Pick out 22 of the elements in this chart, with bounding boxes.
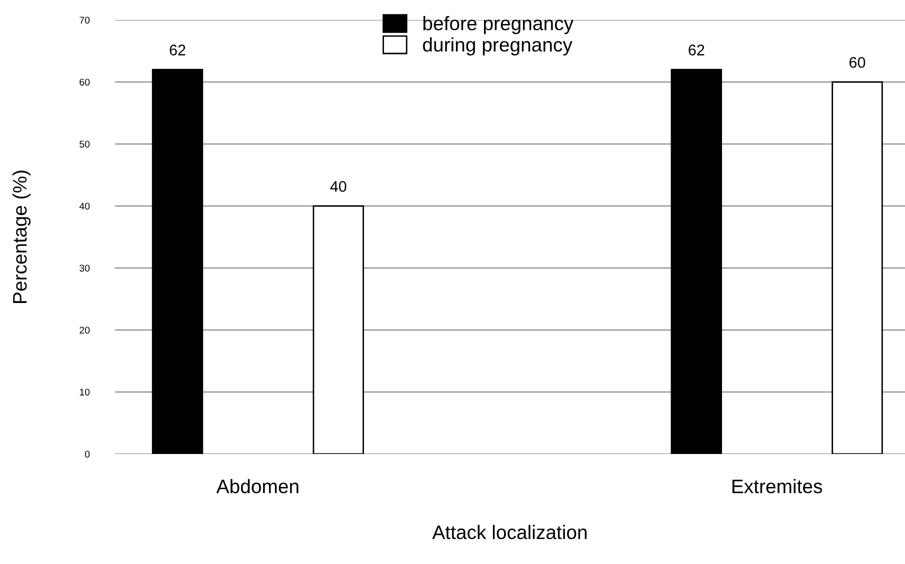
y-tick-label: 0 [84,450,90,458]
legend-label: during pregnancy [423,37,572,56]
data-label: 62 [170,44,186,56]
bar [670,68,722,454]
y-tick-label: 10 [80,388,90,396]
bar [312,205,364,454]
data-label: 40 [330,181,346,192]
data-label: 60 [850,57,866,68]
y-tick-label: 70 [80,16,90,24]
y-axis-title: Percentage (%) [12,170,31,303]
bar [152,68,204,454]
data-label: 62 [688,44,704,56]
x-tick-label: Abdomen [216,479,298,494]
bar [832,81,883,454]
y-tick-label: 40 [79,202,90,210]
x-axis-title: Attack localization [432,524,587,540]
y-tick-label: 20 [80,326,90,334]
legend-label: before pregnancy [423,16,574,34]
x-tick-label: Extremites [732,479,822,494]
y-tick-label: 30 [80,264,90,272]
y-tick-label: 60 [80,78,90,86]
y-tick-label: 50 [80,140,90,148]
